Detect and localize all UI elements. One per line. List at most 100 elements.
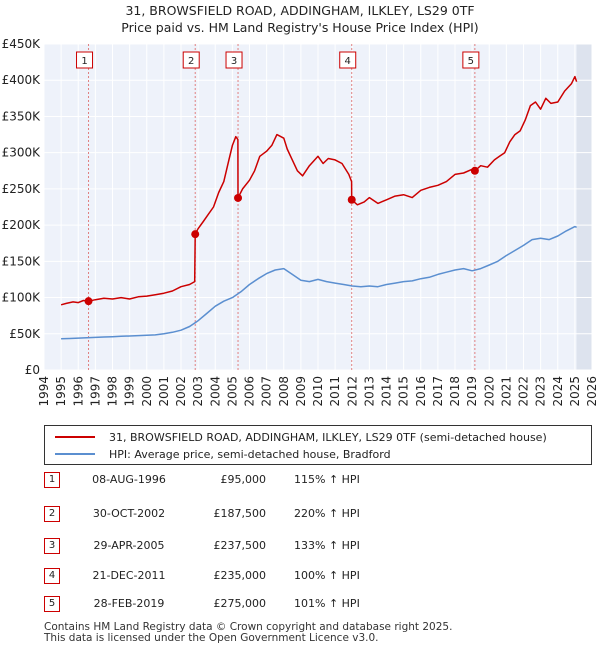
x-tick-label: 1994	[37, 376, 51, 407]
x-tick-label: 1995	[54, 376, 68, 407]
x-tick-label: 1999	[123, 376, 137, 407]
x-tick-label: 2021	[499, 376, 513, 407]
sale-badge-label: 4	[345, 56, 351, 67]
legend-label-hpi: HPI: Average price, semi-detached house,…	[109, 447, 391, 461]
transaction-hpi-change: 100% ↑ HPI	[294, 569, 360, 582]
series-line	[60, 75, 578, 306]
x-tick-label: 1996	[71, 376, 85, 407]
chart-title-block: 31, BROWSFIELD ROAD, ADDINGHAM, ILKLEY, …	[0, 2, 600, 36]
y-tick-label: £450K	[2, 37, 42, 51]
y-tick-label: £250K	[2, 182, 42, 196]
grid-lines	[43, 43, 593, 371]
x-tick-label: 2018	[448, 376, 462, 407]
x-tick-label: 2026	[585, 376, 599, 407]
x-tick-label: 2012	[345, 376, 359, 407]
transaction-date: 29-APR-2005	[93, 539, 165, 552]
sale-point	[191, 230, 200, 239]
transaction-date: 30-OCT-2002	[92, 507, 166, 520]
x-tick-label: 1998	[106, 376, 120, 407]
x-tick-label: 2013	[362, 376, 376, 407]
sale-point	[234, 193, 243, 202]
sale-point	[84, 297, 93, 306]
table-row: 5 28-FEB-2019 £275,000 101% ↑ HPI	[44, 596, 444, 612]
transaction-price: £275,000	[213, 597, 267, 610]
x-tick-label: 2008	[277, 376, 291, 407]
legend-entry-hpi: HPI: Average price, semi-detached house,…	[55, 446, 391, 462]
x-tick-label: 2017	[431, 376, 445, 407]
price-chart: 1 2 3 4 5 £0 £50K £100K £150K £200K £250K £300K £35…	[2, 37, 599, 407]
x-tick-label: 2020	[482, 376, 496, 407]
table-row: 3 29-APR-2005 £237,500 133% ↑ HPI	[44, 538, 444, 554]
transaction-price: £237,500	[213, 539, 267, 552]
legend-entry-property: 31, BROWSFIELD ROAD, ADDINGHAM, ILKLEY, …	[55, 429, 547, 445]
sale-badge-label: 2	[188, 56, 194, 67]
transaction-hpi-change: 115% ↑ HPI	[294, 473, 360, 486]
x-tick-label: 2022	[517, 376, 531, 407]
transaction-number-badge: 3	[44, 538, 60, 554]
y-tick-label: £150K	[2, 254, 42, 268]
transaction-price: £95,000	[220, 473, 267, 486]
forecast-shade	[576, 44, 592, 370]
legend-swatch-hpi	[55, 453, 95, 455]
footer-license: This data is licensed under the Open Gov…	[44, 632, 379, 644]
y-tick-label: £0	[25, 363, 40, 377]
sale-badge-box	[76, 51, 94, 69]
x-tick-label: 2024	[551, 376, 565, 407]
chart-title: 31, BROWSFIELD ROAD, ADDINGHAM, ILKLEY, …	[125, 3, 475, 18]
x-tick-label: 2023	[534, 376, 548, 407]
legend-swatch-property	[55, 436, 95, 438]
transaction-hpi-change: 133% ↑ HPI	[294, 539, 360, 552]
transaction-date: 21-DEC-2011	[92, 569, 166, 582]
x-tick-label: 2009	[294, 376, 308, 407]
series-line	[61, 225, 577, 340]
sale-badge-label: 5	[468, 56, 474, 67]
x-tick-label: 2016	[414, 376, 428, 407]
y-tick-label: £350K	[2, 109, 42, 123]
transaction-price: £187,500	[213, 507, 267, 520]
footer-attribution: Contains HM Land Registry data © Crown c…	[44, 622, 452, 644]
transaction-number-badge: 2	[44, 506, 60, 522]
sale-badge-label: 1	[81, 56, 87, 67]
x-tick-label: 1997	[88, 376, 102, 407]
sale-badge-label: 3	[231, 56, 237, 67]
sale-badge-box	[462, 51, 480, 69]
transaction-hpi-change: 220% ↑ HPI	[294, 507, 360, 520]
x-tick-label: 2002	[174, 376, 188, 407]
transaction-date: 28-FEB-2019	[93, 597, 165, 610]
sale-points	[84, 166, 479, 306]
y-tick-label: £100K	[2, 291, 42, 305]
transaction-date: 08-AUG-1996	[92, 473, 166, 486]
x-tick-label: 2005	[225, 376, 239, 407]
table-row: 4 21-DEC-2011 £235,000 100% ↑ HPI	[44, 568, 444, 584]
x-tick-label: 2007	[260, 376, 274, 407]
transaction-number-badge: 4	[44, 568, 60, 584]
x-tick-label: 2003	[191, 376, 205, 407]
transaction-number-badge: 1	[44, 472, 60, 488]
y-tick-label: £400K	[2, 73, 42, 87]
y-tick-labels: £0 £50K £100K £150K £200K £250K £300K £350K £400…	[2, 37, 42, 377]
x-tick-label: 2019	[465, 376, 479, 407]
chart-subtitle: Price paid vs. HM Land Registry's House …	[121, 20, 479, 35]
footer-copyright: Contains HM Land Registry data © Crown c…	[44, 621, 453, 633]
x-tick-label: 2001	[157, 376, 171, 407]
x-tick-label: 2000	[140, 376, 154, 407]
sale-point	[470, 166, 479, 175]
sale-badge-box	[182, 51, 200, 69]
table-row: 2 30-OCT-2002 £187,500 220% ↑ HPI	[44, 506, 444, 522]
transaction-hpi-change: 101% ↑ HPI	[294, 597, 360, 610]
sale-badge-box	[225, 51, 243, 69]
sale-point	[347, 195, 356, 204]
x-tick-label: 2015	[397, 376, 411, 407]
chart-legend: 31, BROWSFIELD ROAD, ADDINGHAM, ILKLEY, …	[44, 425, 592, 465]
y-tick-label: £200K	[2, 218, 42, 232]
x-tick-label: 2011	[328, 376, 342, 407]
legend-label-property: 31, BROWSFIELD ROAD, ADDINGHAM, ILKLEY, …	[109, 430, 547, 444]
transaction-number-badge: 5	[44, 596, 60, 612]
series-lines	[60, 75, 578, 340]
y-tick-label: £50K	[9, 327, 41, 341]
sale-badge-box	[339, 51, 357, 69]
y-tick-label: £300K	[2, 146, 42, 160]
x-tick-label: 2004	[208, 376, 222, 407]
x-tick-label: 2025	[568, 376, 582, 407]
x-tick-label: 2010	[311, 376, 325, 407]
